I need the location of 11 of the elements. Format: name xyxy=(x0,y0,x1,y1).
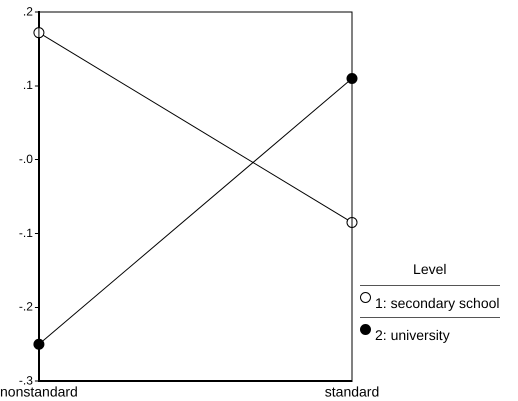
y-tick-label: .1 xyxy=(22,78,34,92)
y-tick-label: .2 xyxy=(22,4,34,18)
y-tick-label: -.0 xyxy=(18,152,34,166)
y-tick-label: -.2 xyxy=(18,300,34,314)
legend-label: 1: secondary school xyxy=(375,295,500,312)
point xyxy=(346,72,358,84)
y-tick-label: -.3 xyxy=(18,374,34,388)
legend-title: Level xyxy=(412,261,448,278)
y-tick-label: -.1 xyxy=(18,226,34,240)
legend-label: 2: university xyxy=(375,327,450,344)
x-tick-label: standard xyxy=(324,383,380,400)
